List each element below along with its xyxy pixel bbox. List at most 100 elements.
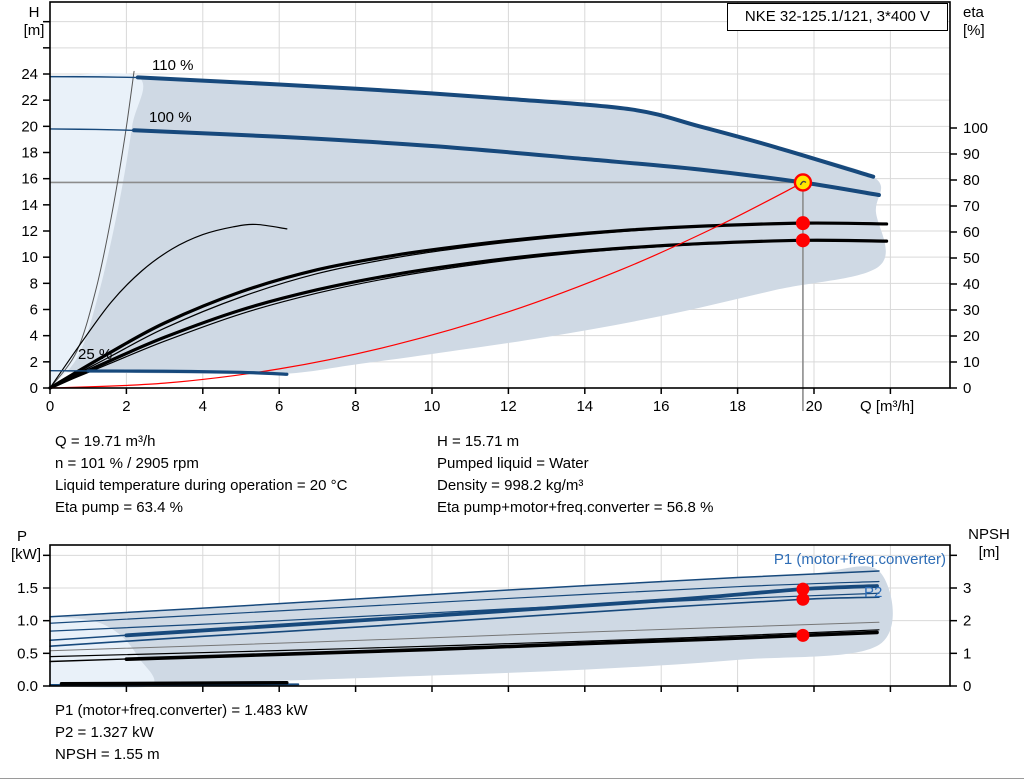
- svg-text:1.5: 1.5: [17, 580, 38, 597]
- duty-point-marker[interactable]: [793, 173, 813, 192]
- speed-110-label: 110 %: [152, 57, 194, 74]
- p1-pre: [49, 634, 131, 642]
- duty-value-dot: [796, 592, 810, 606]
- info-density: Density = 998.2 kg/m³: [437, 477, 584, 494]
- svg-text:6: 6: [30, 302, 38, 319]
- svg-text:1.0: 1.0: [17, 613, 38, 630]
- svg-text:0: 0: [963, 380, 971, 397]
- svg-text:18: 18: [21, 145, 38, 162]
- svg-text:60: 60: [963, 224, 980, 241]
- result-p1: P1 (motor+freq.converter) = 1.483 kW: [55, 702, 308, 719]
- speed-100-label: 100 %: [149, 109, 192, 126]
- duty-value-dot: [795, 216, 810, 231]
- info-speed: n = 101 % / 2905 rpm: [55, 455, 199, 472]
- h-axis-unit: [m]: [23, 22, 45, 39]
- info-temperature: Liquid temperature during operation = 20…: [55, 477, 348, 494]
- pump-title-box: NKE 32-125.1/121, 3*400 V: [727, 3, 948, 31]
- svg-text:0: 0: [46, 398, 54, 415]
- svg-text:4: 4: [199, 398, 207, 415]
- eta-partial-speed: [49, 223, 288, 389]
- speed-25-label: 25 %: [78, 346, 113, 363]
- svg-text:0: 0: [963, 678, 971, 695]
- duty-value-dot: [795, 233, 810, 248]
- svg-text:10: 10: [963, 354, 980, 371]
- speed-110: [135, 75, 876, 179]
- info-q: Q = 19.71 m³/h: [55, 433, 156, 450]
- low-flow-region: [50, 616, 155, 689]
- speed-100-thin: [49, 128, 143, 132]
- q-axis-title: Q [m³/h]: [860, 398, 915, 415]
- p2-curve-label: P2: [864, 584, 883, 601]
- low-flow-region: [50, 72, 144, 388]
- svg-text:8: 8: [30, 275, 38, 292]
- speed-100: [132, 128, 881, 198]
- svg-text:100: 100: [963, 120, 988, 137]
- power-npsh-chart: 0.0 0.5 1.0 1.5 0 1 2 3: [17, 544, 971, 695]
- npsh-pre: [49, 658, 131, 663]
- svg-text:0.5: 0.5: [17, 645, 38, 662]
- npsh-thin: [49, 629, 880, 658]
- svg-text:40: 40: [963, 276, 980, 293]
- p-axis-unit: [kW]: [11, 546, 41, 563]
- svg-text:16: 16: [653, 398, 670, 415]
- npsh-axis-title: NPSH: [968, 526, 1010, 543]
- svg-text:20: 20: [806, 398, 823, 415]
- svg-text:12: 12: [500, 398, 517, 415]
- info-liquid: Pumped liquid = Water: [437, 455, 589, 472]
- svg-text:6: 6: [275, 398, 283, 415]
- eta-axis-unit: [%]: [963, 22, 985, 39]
- svg-text:22: 22: [21, 92, 38, 109]
- svg-text:12: 12: [21, 223, 38, 240]
- svg-text:14: 14: [576, 398, 593, 415]
- svg-text:2: 2: [963, 613, 971, 630]
- operating-envelope: [50, 76, 886, 375]
- svg-text:20: 20: [963, 328, 980, 345]
- h-axis-title: H: [28, 4, 40, 21]
- eta-axis-title: eta: [963, 4, 984, 21]
- svg-text:2: 2: [122, 398, 130, 415]
- svg-text:2: 2: [30, 354, 38, 371]
- info-eta-pump: Eta pump = 63.4 %: [55, 499, 183, 516]
- p-axis-title: P: [16, 528, 27, 545]
- svg-text:18: 18: [729, 398, 746, 415]
- npsh-gray: [49, 621, 880, 652]
- eta-pump: [48, 221, 889, 390]
- svg-text:0: 0: [30, 380, 38, 397]
- svg-text:14: 14: [21, 197, 38, 214]
- result-p2: P2 = 1.327 kW: [55, 724, 154, 741]
- svg-text:90: 90: [963, 146, 980, 163]
- min-flow-limit: [49, 70, 135, 389]
- svg-text:1: 1: [963, 645, 971, 662]
- p1-mid-thin: [49, 580, 880, 624]
- info-eta-total: Eta pump+motor+freq.converter = 56.8 %: [437, 499, 714, 516]
- svg-text:8: 8: [351, 398, 359, 415]
- eta-total: [48, 238, 889, 390]
- p2-curve: [49, 596, 880, 647]
- p1-upper-thin: [49, 570, 880, 618]
- p1-curve-label: P1 (motor+freq.converter): [773, 551, 946, 568]
- svg-text:50: 50: [963, 250, 980, 267]
- speed-25: [86, 369, 289, 376]
- svg-text:0.0: 0.0: [17, 678, 38, 695]
- svg-text:80: 80: [963, 172, 980, 189]
- svg-text:20: 20: [21, 118, 38, 135]
- svg-text:10: 10: [21, 249, 38, 266]
- bottom-separator: [0, 778, 1024, 779]
- p1-curve: [124, 584, 879, 638]
- svg-text:70: 70: [963, 198, 980, 215]
- p1-low-thin: [49, 592, 880, 632]
- svg-text:3: 3: [963, 580, 971, 597]
- system-curve: [49, 181, 804, 389]
- svg-text:24: 24: [21, 66, 38, 83]
- info-h: H = 15.71 m: [437, 433, 520, 450]
- duty-value-dot: [796, 628, 810, 642]
- svg-text:4: 4: [30, 328, 38, 345]
- svg-text:10: 10: [424, 398, 441, 415]
- svg-text:16: 16: [21, 171, 38, 188]
- svg-text:30: 30: [963, 302, 980, 319]
- qh-eta-chart: 0 2 4 6 8 10 12 14 16 18 2002468101214161820222401…: [21, 1, 988, 415]
- duty-value-dot: [796, 582, 810, 596]
- npsh-axis-unit: [m]: [978, 544, 1000, 561]
